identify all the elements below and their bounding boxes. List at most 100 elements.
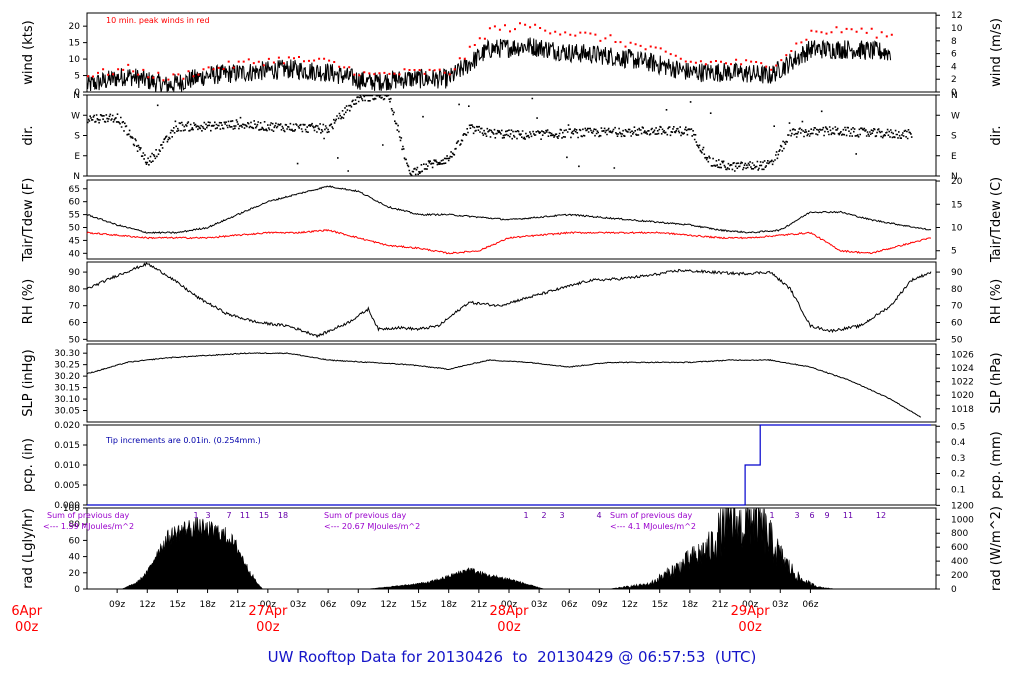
xtick-label: 00z xyxy=(260,600,276,610)
radiation-hour-label: 18 xyxy=(278,511,288,520)
ytick-label-left-temp: 45 xyxy=(69,236,80,246)
ytick-label-left-temp: 65 xyxy=(69,185,80,195)
ytick-label-left-wind: 15 xyxy=(69,39,80,49)
ytick-label-left-slp: 30.15 xyxy=(54,384,80,394)
ytick-label-right-dir: W xyxy=(951,111,960,121)
ytick-label-left-rh: 50 xyxy=(69,335,81,345)
xtick-label: 03z xyxy=(290,600,306,610)
ytick-label-right-rh: 90 xyxy=(951,268,963,278)
ytick-label-right-slp: 1024 xyxy=(951,364,974,374)
xtick-label: 21z xyxy=(471,600,487,610)
radiation-hour-label: 11 xyxy=(843,511,853,520)
series-line-tair xyxy=(86,185,932,235)
ytick-label-left-slp: 30.25 xyxy=(54,361,80,371)
xtick-label: 06z xyxy=(802,600,818,610)
ylabel-right-rh: RH (%) xyxy=(989,279,1004,324)
ytick-label-left-rad: 0 xyxy=(74,585,80,595)
ylabel-right-wind: wind (m/s) xyxy=(989,18,1004,87)
ytick-label-right-slp: 1020 xyxy=(951,391,974,401)
xtick-label: 06z xyxy=(561,600,577,610)
ytick-label-right-wind: 6 xyxy=(951,50,957,60)
ytick-label-right-wind: 4 xyxy=(951,62,957,72)
series-area-radiation-day-3 xyxy=(609,508,836,590)
radiation-hour-label: 15 xyxy=(259,511,269,520)
ytick-label-left-rh: 80 xyxy=(69,285,81,295)
ytick-label-right-rh: 50 xyxy=(951,335,963,345)
xtick-label: 03z xyxy=(772,600,788,610)
radiation-hour-label: 1 xyxy=(769,511,774,520)
ytick-label-left-temp: 55 xyxy=(69,211,80,221)
annotation-radiation-sum: Sum of previous day xyxy=(47,511,129,520)
ytick-label-right-rh: 60 xyxy=(951,319,963,329)
ytick-label-right-temp: 15 xyxy=(951,200,962,210)
ytick-label-right-pcp: 0.1 xyxy=(951,485,965,495)
radiation-hour-label: 1 xyxy=(193,511,198,520)
ytick-label-right-wind: 2 xyxy=(951,75,957,85)
ytick-label-right-rad: 1200 xyxy=(951,501,974,511)
ytick-label-right-rad: 800 xyxy=(951,529,968,539)
ytick-label-left-dir: N xyxy=(73,91,80,101)
series-points-wind-direction xyxy=(87,94,913,177)
ytick-label-right-slp: 1018 xyxy=(951,405,974,415)
radiation-hour-label: 2 xyxy=(541,511,546,520)
ytick-label-left-pcp: 0.020 xyxy=(54,421,80,431)
xtick-label: 21z xyxy=(230,600,246,610)
ylabel-right-temperature: Tair/Tdew (C) xyxy=(989,177,1004,263)
radiation-hour-label: 3 xyxy=(205,511,210,520)
ytick-label-right-dir: N xyxy=(951,172,958,182)
ylabel-left-rh: RH (%) xyxy=(21,279,36,324)
series-line-tdew xyxy=(86,228,932,255)
ytick-label-left-dir: E xyxy=(74,152,80,162)
ytick-label-left-wind: 0 xyxy=(74,88,80,98)
panel-frame-slp xyxy=(86,343,937,423)
ytick-label-right-slp: 1022 xyxy=(951,378,974,388)
ylabel-left-radiation: rad (Lgly/hr) xyxy=(21,508,36,589)
xtick-label: 00z xyxy=(501,600,517,610)
xtick-label: 18z xyxy=(199,600,215,610)
ytick-label-right-rad: 400 xyxy=(951,557,968,567)
ytick-label-right-rh: 80 xyxy=(951,285,963,295)
radiation-hour-label: 11 xyxy=(240,511,250,520)
ytick-label-left-slp: 30.20 xyxy=(54,372,80,382)
ytick-label-left-wind: 10 xyxy=(69,55,81,65)
ytick-label-right-wind: 8 xyxy=(951,37,957,47)
ytick-label-right-wind: 12 xyxy=(951,11,962,21)
annotation-radiation-sum: Sum of previous day xyxy=(324,511,406,520)
panel-frame-direction xyxy=(86,94,937,177)
ylabel-right-precip: pcp. (mm) xyxy=(989,431,1004,498)
meteogram: wind (kts) wind (m/s) dir. dir. Tair/Tdew (F… xyxy=(11,11,1004,635)
ytick-label-left-rad: 80 xyxy=(69,520,81,530)
day-label-date: 27Apr xyxy=(248,604,288,619)
series-line-slp xyxy=(86,352,922,418)
ytick-label-left-rh: 70 xyxy=(69,302,81,312)
xtick-label: 03z xyxy=(531,600,547,610)
ytick-label-right-slp: 1026 xyxy=(951,351,974,361)
day-label-hour: 00z xyxy=(15,620,39,635)
panel-frame-rh xyxy=(86,261,937,342)
xtick-label: 15z xyxy=(652,600,668,610)
xtick-label: 00z xyxy=(742,600,758,610)
ytick-label-right-rad: 600 xyxy=(951,543,968,553)
day-label-date: 6Apr xyxy=(11,604,42,619)
series-points-wind-peak xyxy=(87,22,893,82)
ytick-label-right-pcp: 0.3 xyxy=(951,454,965,464)
ytick-label-right-rad: 200 xyxy=(951,571,968,581)
ytick-label-left-pcp: 0.010 xyxy=(54,461,80,471)
ytick-label-left-slp: 30.30 xyxy=(54,349,80,359)
xtick-label: 12z xyxy=(139,600,155,610)
ylabel-right-direction: dir. xyxy=(989,125,1004,145)
ytick-label-left-slp: 30.05 xyxy=(54,407,80,417)
radiation-hour-label: 9 xyxy=(824,511,829,520)
radiation-hour-label: 6 xyxy=(809,511,814,520)
ytick-label-left-temp: 60 xyxy=(69,198,81,208)
panel-frame-wind xyxy=(86,12,937,93)
ytick-label-right-temp: 10 xyxy=(951,224,963,234)
ytick-label-left-dir: S xyxy=(74,132,80,142)
panel-frame-temperature xyxy=(86,179,937,260)
day-label-date: 28Apr xyxy=(489,604,529,619)
series-area-radiation-day-1 xyxy=(122,517,264,590)
series-area-radiation-day-2 xyxy=(368,567,545,590)
ytick-label-right-rh: 70 xyxy=(951,302,963,312)
ylabel-right-radiation: rad (W/m^2) xyxy=(989,506,1004,591)
xtick-label: 09z xyxy=(350,600,366,610)
